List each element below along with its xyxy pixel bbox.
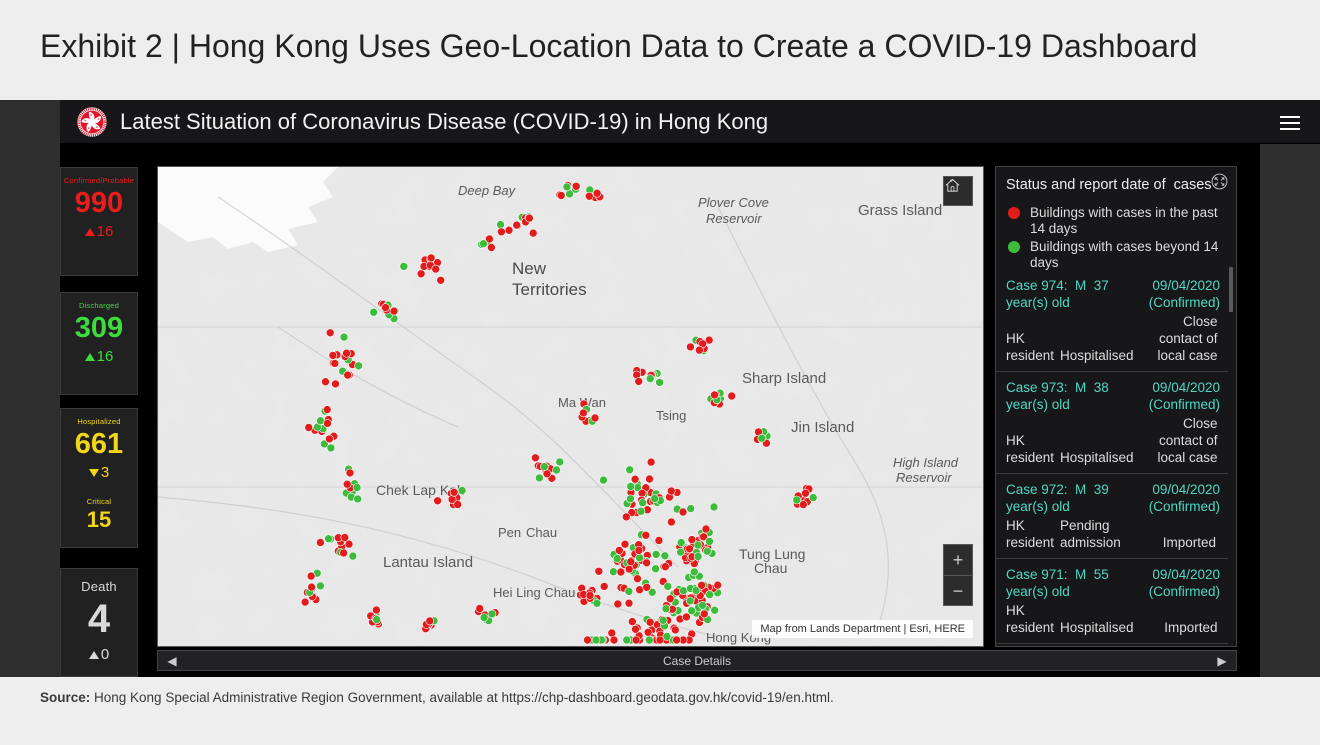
svg-text:Pen: Pen xyxy=(498,525,521,540)
svg-text:Territories: Territories xyxy=(512,280,587,299)
svg-text:Island: Island xyxy=(723,645,758,647)
svg-text:Hei Ling Chau: Hei Ling Chau xyxy=(493,585,575,600)
svg-text:Reservoir: Reservoir xyxy=(896,470,952,485)
svg-text:Chau: Chau xyxy=(754,560,787,576)
svg-text:Lantau Island: Lantau Island xyxy=(383,554,473,571)
svg-text:New: New xyxy=(512,259,547,278)
svg-text:Plover Cove: Plover Cove xyxy=(698,195,769,210)
svg-text:Reservoir: Reservoir xyxy=(706,211,762,226)
svg-text:Jin Island: Jin Island xyxy=(791,419,854,436)
svg-text:Deep Bay: Deep Bay xyxy=(458,183,517,198)
svg-text:Sharp Island: Sharp Island xyxy=(742,370,826,387)
svg-text:Grass Island: Grass Island xyxy=(858,202,942,219)
svg-text:Chau: Chau xyxy=(526,525,557,540)
svg-text:High Island: High Island xyxy=(893,455,959,470)
svg-text:Tsing: Tsing xyxy=(656,408,686,423)
